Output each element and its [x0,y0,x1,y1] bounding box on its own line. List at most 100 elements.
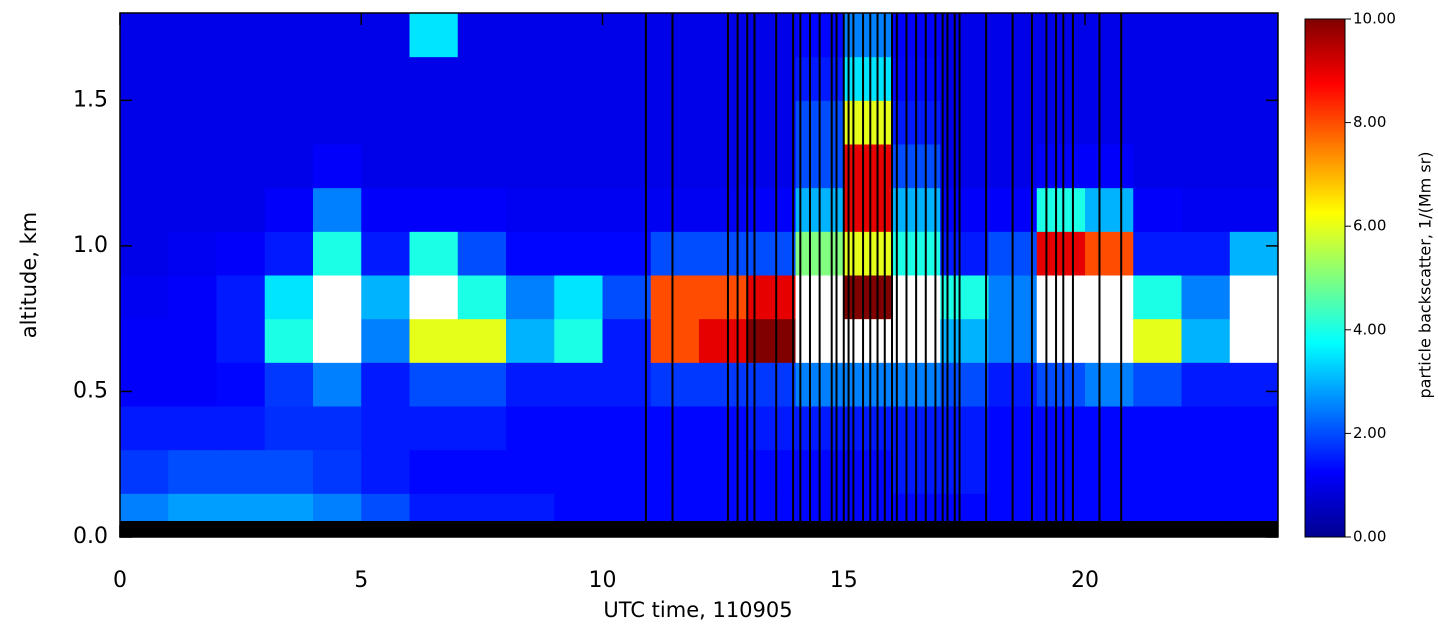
cell [1229,362,1279,407]
cell [554,318,603,363]
cell [699,362,748,407]
cell [168,100,217,145]
cell [554,231,603,276]
cell [409,406,459,451]
cell [650,275,700,320]
cell [216,362,266,407]
cell [650,13,700,58]
cell [409,318,459,363]
cell [216,187,266,232]
cell [457,13,507,58]
cell [699,100,748,145]
cell [1085,56,1134,101]
cell [602,231,652,276]
colorbar-tick-label: 0.00 [1353,528,1386,546]
cell [457,275,507,320]
colorbar-tick-label: 6.00 [1353,217,1386,235]
cell [361,13,410,58]
cell [1229,187,1279,232]
cell [1181,362,1231,407]
x-tick-label: 15 [830,568,858,593]
cell [120,449,169,494]
cell [313,100,362,145]
cell [506,362,555,407]
cell [361,231,410,276]
cell [1181,56,1231,101]
cell [506,187,555,232]
cell [1036,275,1086,320]
cell [409,449,459,494]
cell [1085,449,1134,494]
y-tick-label: 0.0 [73,524,108,549]
cell [1229,449,1279,494]
cell [216,318,266,363]
cell [650,318,700,363]
cell [1036,406,1086,451]
cell [1181,144,1231,189]
cell [168,231,217,276]
cell [313,362,362,407]
cell [313,13,362,58]
cell [457,362,507,407]
cell [1133,56,1182,101]
cell [1085,406,1134,451]
cell [650,56,700,101]
cell [554,56,603,101]
cell [699,56,748,101]
cell [1181,187,1231,232]
cell [168,187,217,232]
cell [1085,100,1134,145]
cell [409,275,459,320]
cell [1036,362,1086,407]
cell [264,362,314,407]
cell [313,275,362,320]
cell [409,144,459,189]
cell [120,144,169,189]
cell [1133,318,1182,363]
cell [361,144,410,189]
cell [120,56,169,101]
x-tick-label: 10 [589,568,617,593]
cell [361,100,410,145]
plot-frame [119,12,1279,538]
cell [1133,13,1182,58]
cell [120,275,169,320]
cell [361,449,410,494]
cell [602,187,652,232]
cell [1229,231,1279,276]
cell [361,318,410,363]
cell [602,318,652,363]
cell [699,449,748,494]
cell [1133,406,1182,451]
cell [650,231,700,276]
cell [1229,406,1279,451]
cell [361,406,410,451]
cell [264,144,314,189]
cell [409,56,459,101]
cell [216,144,266,189]
colorbar-tick-label: 4.00 [1353,320,1386,338]
cell [1085,187,1134,232]
cell [264,449,314,494]
cell [506,318,555,363]
cell [554,100,603,145]
cell [1085,13,1134,58]
cell [216,231,266,276]
cell [313,449,362,494]
cell [602,275,652,320]
cell [216,406,266,451]
cell [1181,100,1231,145]
cell [506,231,555,276]
x-tick-label: 5 [354,568,368,593]
cell [120,406,169,451]
cell [457,449,507,494]
cell [650,449,700,494]
cell [699,231,748,276]
cell [120,13,169,58]
cell [313,144,362,189]
cell [1036,231,1086,276]
cell [1229,100,1279,145]
cell [602,56,652,101]
cell [409,187,459,232]
